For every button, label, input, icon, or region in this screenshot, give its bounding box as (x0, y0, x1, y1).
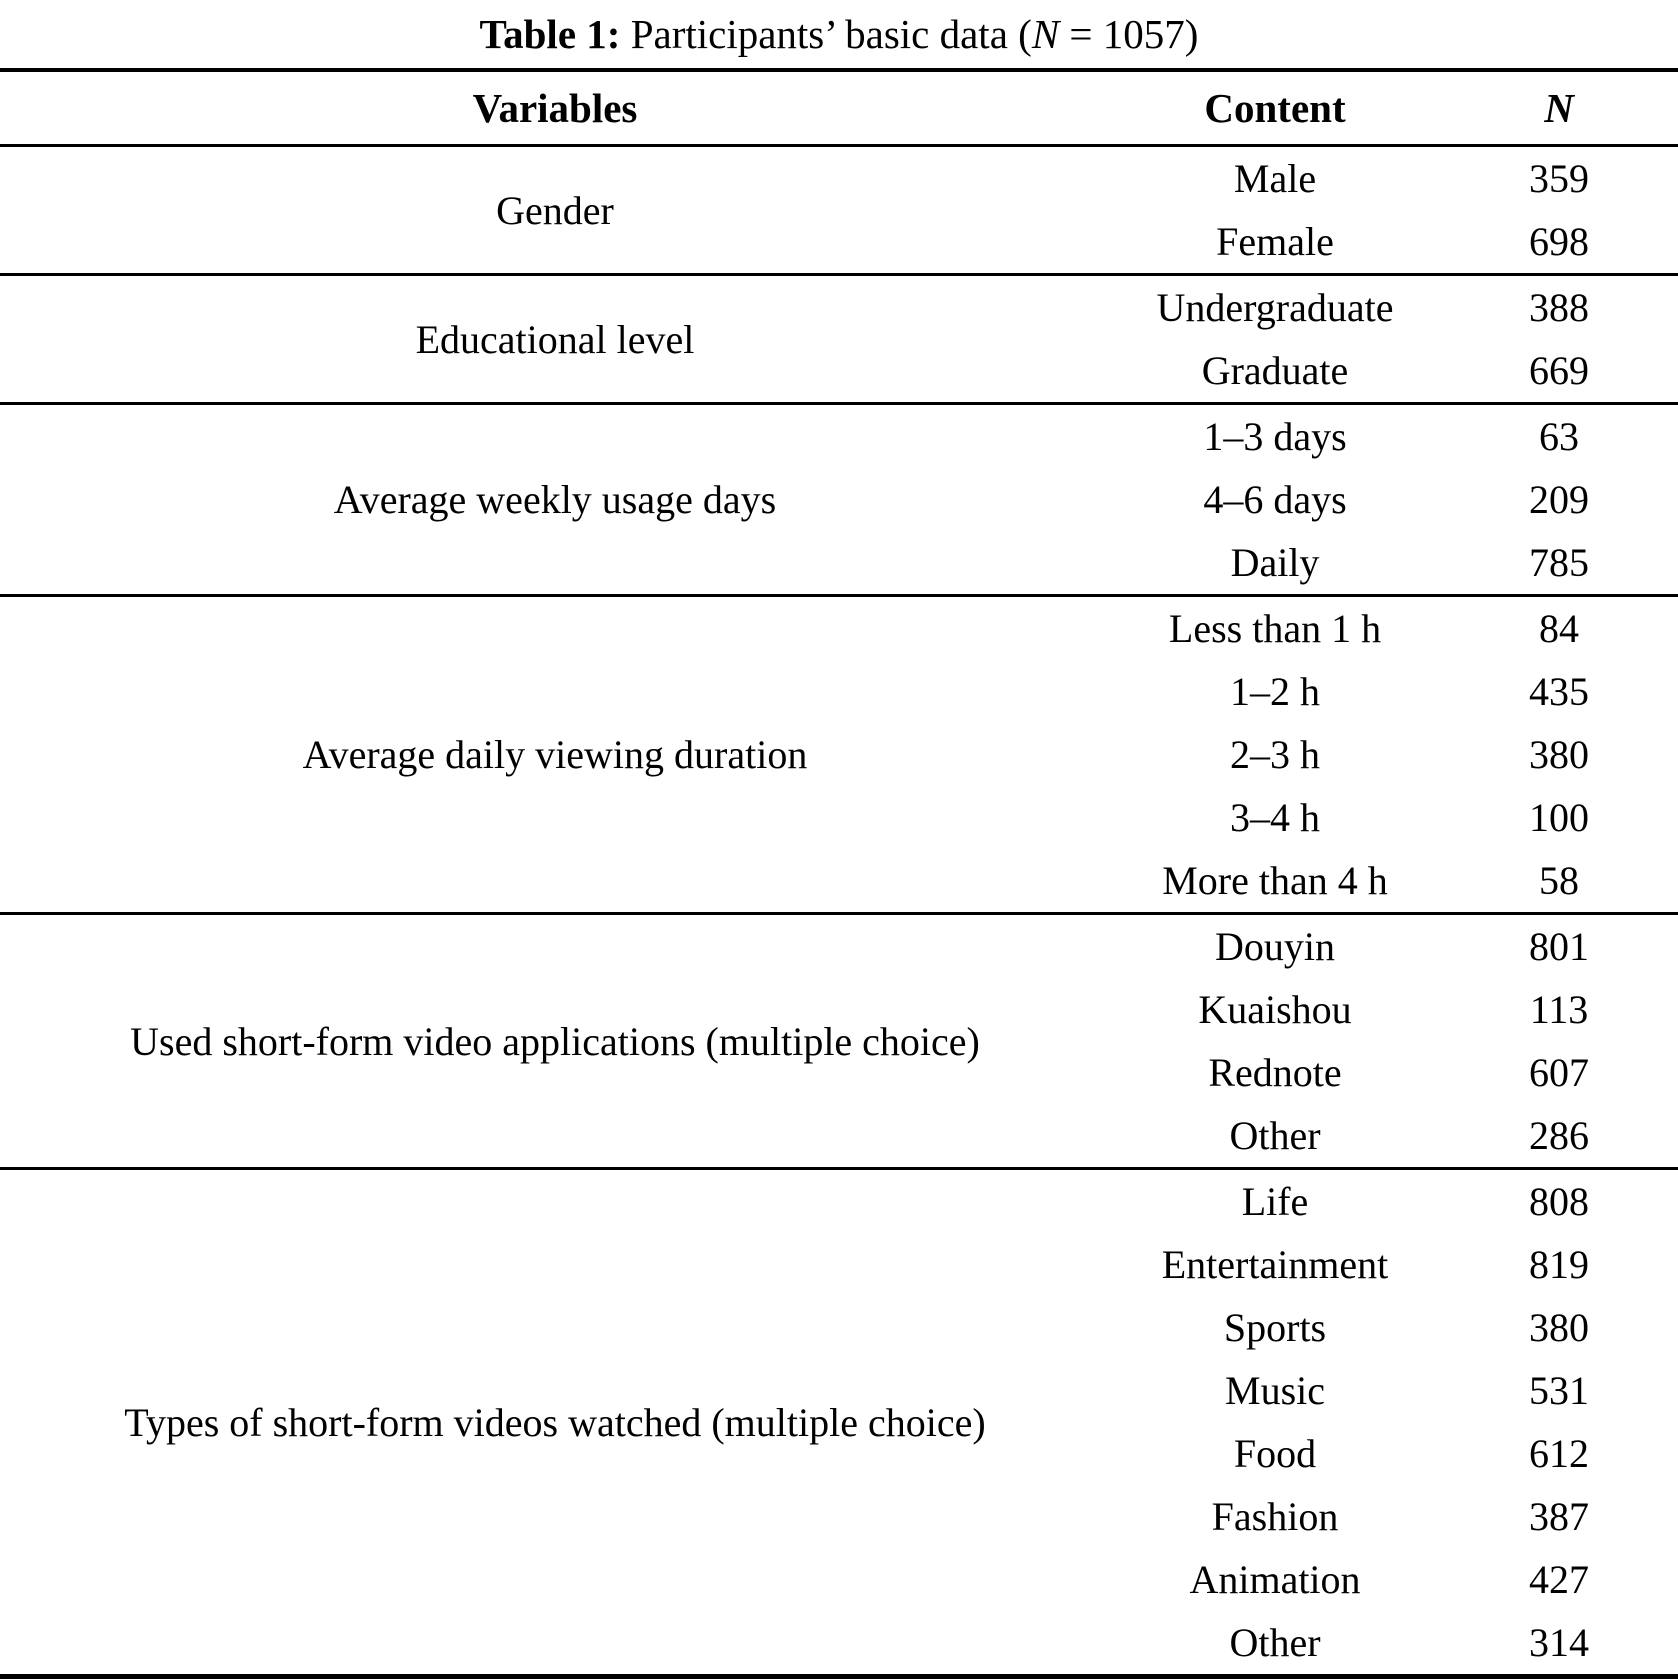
table-row: Daily 785 (0, 531, 1678, 596)
n-cell: 607 (1529, 1050, 1589, 1095)
content-cell: Daily (1230, 540, 1320, 585)
content-cell: Kuaishou (1198, 987, 1352, 1032)
table-row: 3–4 h 100 (0, 786, 1678, 849)
table-caption-label: Table 1: (479, 11, 621, 57)
n-cell: 612 (1529, 1431, 1589, 1476)
header-row: Variables Content N (0, 70, 1678, 147)
table-row: 2–3 h 380 (0, 723, 1678, 786)
variable-cell: Used short-form video applications (mult… (0, 912, 1110, 1169)
table-row: Female 698 (0, 210, 1678, 275)
table-row: Entertainment 819 (0, 1233, 1678, 1296)
n-cell: 698 (1529, 219, 1589, 264)
content-cell: Graduate (1201, 348, 1349, 393)
n-cell: 286 (1529, 1113, 1589, 1158)
n-cell: 435 (1529, 669, 1589, 714)
table-caption: Table 1: Participants’ basic data (N = 1… (0, 0, 1678, 68)
content-cell: More than 4 h (1162, 858, 1388, 903)
participants-table: Variables Content N Gender Male 359 Female 6… (0, 68, 1678, 1679)
n-cell: 314 (1529, 1620, 1589, 1665)
table-row: Animation 427 (0, 1548, 1678, 1611)
content-cell: Life (1110, 1167, 1440, 1233)
content-cell: Entertainment (1161, 1242, 1389, 1287)
table-row: Fashion 387 (0, 1485, 1678, 1548)
n-cell: 84 (1440, 594, 1678, 660)
table-row: Average weekly usage days 1–3 days 63 (0, 402, 1678, 596)
table-body: Gender Male 359 Female 698 Educational level U… (0, 146, 1678, 1677)
variable-cell: Gender (496, 187, 614, 233)
n-cell: 808 (1440, 1167, 1678, 1233)
table-caption-text: Participants’ basic data ( (620, 11, 1032, 57)
content-cell: 2–3 h (1230, 732, 1320, 777)
variable-cell: Types of short-form videos watched (mult… (0, 1167, 1110, 1677)
n-cell: 380 (1529, 1305, 1589, 1350)
table-row: Food 612 (0, 1422, 1678, 1485)
content-cell: Animation (1189, 1557, 1361, 1602)
content-cell: Douyin (1110, 912, 1440, 978)
table-row: Rednote 607 (0, 1041, 1678, 1104)
content-cell: Less than 1 h (1110, 594, 1440, 660)
n-cell: 387 (1529, 1494, 1589, 1539)
table-row: Other 314 (0, 1611, 1678, 1677)
content-cell: Other (1229, 1620, 1321, 1665)
n-cell: 380 (1529, 732, 1589, 777)
table-caption-n-symbol: N (1031, 11, 1060, 57)
content-cell: Rednote (1208, 1050, 1342, 1095)
table-row: Sports 380 (0, 1296, 1678, 1359)
table-row: Used short-form video applications (mult… (0, 912, 1678, 1169)
content-cell: Undergraduate (1110, 273, 1440, 339)
n-cell: 785 (1529, 540, 1589, 585)
n-cell: 63 (1440, 402, 1678, 468)
table-row: Graduate 669 (0, 339, 1678, 404)
content-cell: Other (1229, 1113, 1321, 1158)
table-row: Average daily viewing duration Less than … (0, 594, 1678, 914)
n-cell: 113 (1529, 987, 1589, 1032)
content-cell: Male (1233, 156, 1317, 201)
header-content: Content (1110, 70, 1440, 147)
header-variables: Variables (0, 70, 1110, 147)
table-row: Educational level Undergraduate 388 (0, 273, 1678, 404)
table-row: Other 286 (0, 1104, 1678, 1169)
table-row: Types of short-form videos watched (mult… (0, 1167, 1678, 1677)
content-cell: Fashion (1211, 1494, 1339, 1539)
table-row: Music 531 (0, 1359, 1678, 1422)
table-row: 1–2 h 435 (0, 660, 1678, 723)
content-cell: 1–3 days (1110, 402, 1440, 468)
variable-cell: Average weekly usage days (0, 402, 1110, 596)
content-cell: Food (1233, 1431, 1317, 1476)
n-cell: 100 (1529, 795, 1589, 840)
table-row: More than 4 h 58 (0, 849, 1678, 914)
n-cell: 531 (1529, 1368, 1589, 1413)
content-cell: 4–6 days (1203, 477, 1347, 522)
table-row: Gender Male 359 (0, 146, 1678, 233)
table-row: Kuaishou 113 (0, 978, 1678, 1041)
n-cell: 58 (1539, 858, 1579, 903)
content-cell: Music (1225, 1368, 1325, 1413)
n-cell: 388 (1440, 273, 1678, 339)
variable-cell: Educational level (0, 273, 1110, 404)
variable-cell: Average daily viewing duration (0, 594, 1110, 914)
content-cell: 1–2 h (1230, 669, 1320, 714)
content-cell: 3–4 h (1230, 795, 1320, 840)
n-cell: 669 (1529, 348, 1589, 393)
n-cell: 801 (1440, 912, 1678, 978)
n-cell: 819 (1529, 1242, 1589, 1287)
table-head: Variables Content N (0, 70, 1678, 147)
content-cell: Sports (1223, 1305, 1327, 1350)
n-cell: 209 (1529, 477, 1589, 522)
n-cell: 427 (1529, 1557, 1589, 1602)
header-n: N (1440, 70, 1678, 147)
content-cell: Female (1216, 219, 1334, 264)
table-row: 4–6 days 209 (0, 468, 1678, 531)
table-caption-text-end: = 1057) (1059, 11, 1199, 57)
n-cell: 359 (1529, 156, 1589, 201)
